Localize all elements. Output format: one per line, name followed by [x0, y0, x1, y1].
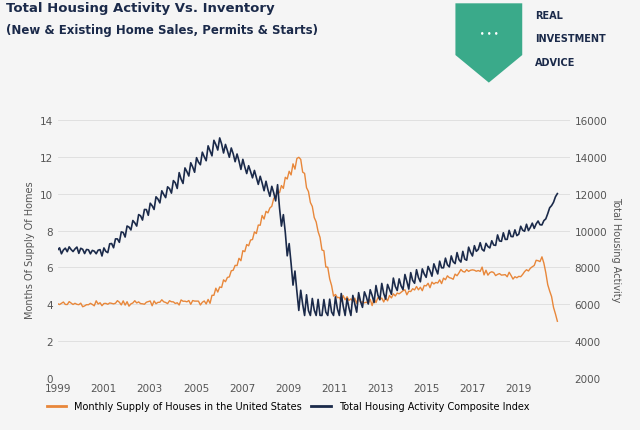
Text: (New & Existing Home Sales, Permits & Starts): (New & Existing Home Sales, Permits & St…: [6, 24, 319, 37]
Text: • • •: • • •: [479, 31, 498, 37]
Polygon shape: [456, 4, 522, 83]
Text: REAL: REAL: [535, 11, 563, 21]
Text: Total Housing Activity Vs. Inventory: Total Housing Activity Vs. Inventory: [6, 2, 275, 15]
Text: INVESTMENT: INVESTMENT: [535, 34, 606, 44]
Y-axis label: Total Housing Activity: Total Housing Activity: [611, 197, 621, 302]
Text: ADVICE: ADVICE: [535, 58, 575, 68]
Y-axis label: Months Of Supply Of Homes: Months Of Supply Of Homes: [26, 181, 35, 318]
Legend: Monthly Supply of Houses in the United States, Total Housing Activity Composite : Monthly Supply of Houses in the United S…: [43, 397, 533, 415]
